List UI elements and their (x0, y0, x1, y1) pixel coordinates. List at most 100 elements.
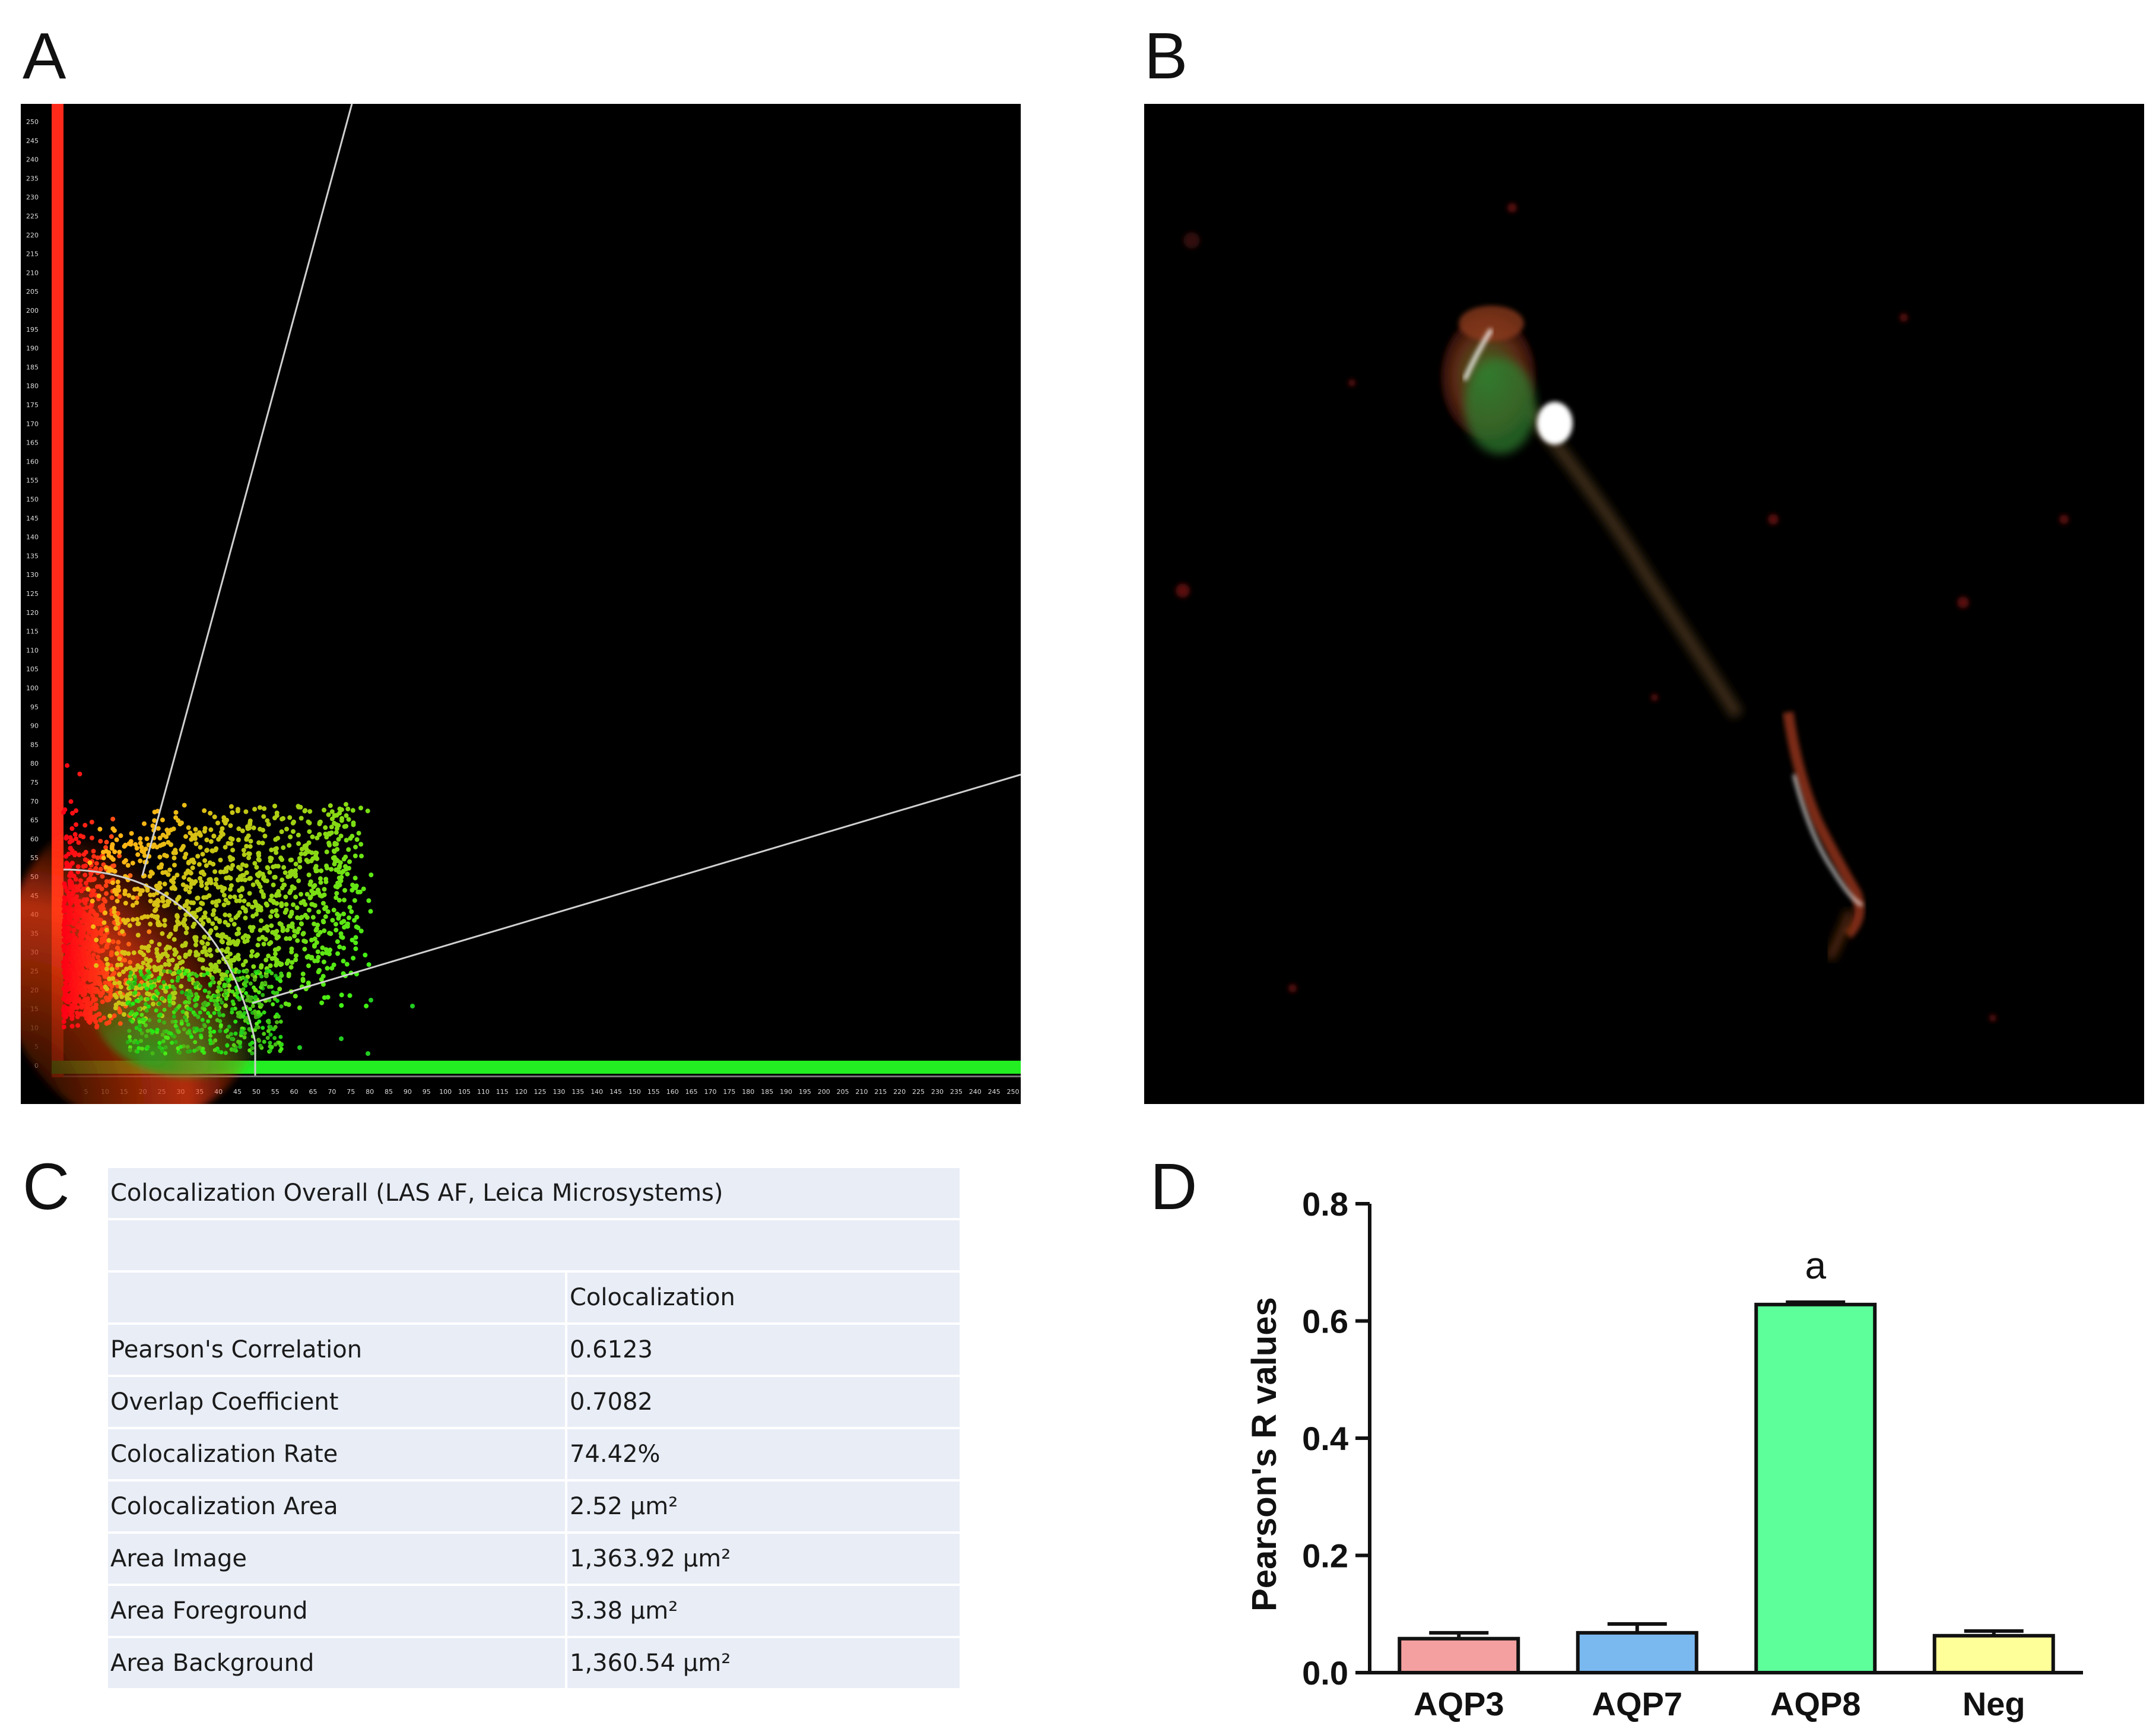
y-tick-label: 0.6 (1302, 1303, 1348, 1340)
sperm-cell (1441, 306, 1865, 961)
row-value: 74.42% (570, 1441, 661, 1468)
x-tick-label: 205 (837, 1088, 849, 1096)
pearson-bar-chart: 0.0 0.2 0.4 0.6 0.8 a AQP3 AQP7 AQP8 Neg Pearso… (1245, 1185, 2083, 1723)
bar-aqp8 (1754, 1302, 1877, 1675)
x-tick-label: 170 (704, 1088, 716, 1096)
y-tick-label: 185 (26, 363, 39, 371)
table-header-row: Colocalization (108, 1273, 960, 1322)
y-tick-label: 70 (30, 798, 39, 805)
y-tick-label: 0.0 (1302, 1654, 1348, 1692)
row-value: 0.7082 (570, 1388, 653, 1416)
column-header: Colocalization (570, 1284, 735, 1311)
y-tick-label: 80 (30, 760, 39, 767)
x-tick-label: 65 (309, 1088, 317, 1096)
x-tick-label: 125 (534, 1088, 547, 1096)
table-blank-row (108, 1220, 960, 1270)
y-tick-label: 75 (30, 779, 39, 786)
x-tick-label: AQP3 (1414, 1685, 1504, 1723)
table-row: Area Foreground 3.38 µm² (108, 1586, 960, 1636)
x-axis-line (52, 1076, 1021, 1077)
y-tick-label: 225 (26, 212, 39, 220)
table-title-row: Colocalization Overall (LAS AF, Leica Mi… (108, 1168, 960, 1218)
x-tick-label: 75 (347, 1088, 355, 1096)
x-tick-label: 110 (477, 1088, 490, 1096)
y-tick-label: 155 (26, 477, 39, 484)
y-tick-label: 60 (30, 835, 39, 843)
row-label: Colocalization Rate (110, 1441, 338, 1468)
y-tick-label: 110 (26, 646, 39, 654)
y-tick-label: 205 (26, 288, 39, 296)
x-tick-label: 200 (818, 1088, 830, 1096)
x-tick-label: 235 (950, 1088, 963, 1096)
table-row: Area Background 1,360.54 µm² (108, 1638, 960, 1688)
table-row: Colocalization Area 2.52 µm² (108, 1482, 960, 1531)
colocalization-scatterplot: 250 245 240 235 230 225 220 215 210 205 200 195 190 1… (3, 103, 1021, 1125)
y-axis-title: Pearson's R values (1245, 1297, 1284, 1612)
x-tick-label: 140 (590, 1088, 603, 1096)
x-tick-label: AQP7 (1592, 1685, 1683, 1723)
x-tick-label: 185 (761, 1088, 773, 1096)
bars: a (1398, 1244, 2055, 1675)
table-title: Colocalization Overall (LAS AF, Leica Mi… (110, 1179, 723, 1207)
x-tick-label: 210 (855, 1088, 868, 1096)
x-tick-label: 225 (912, 1088, 925, 1096)
y-tick-label: 165 (26, 439, 39, 447)
x-tick-label: 195 (799, 1088, 811, 1096)
x-tick-label: 230 (931, 1088, 944, 1096)
x-tick-label: 90 (404, 1088, 412, 1096)
y-tick-label: 65 (30, 817, 39, 824)
x-tick-label: 45 (233, 1088, 242, 1096)
y-tick-label: 90 (30, 722, 39, 730)
x-tick-label: Neg (1963, 1685, 2025, 1723)
x-tick-label: 135 (571, 1088, 584, 1096)
y-tick-label: 120 (26, 609, 39, 617)
x-tick-label: 130 (553, 1088, 565, 1096)
x-tick-label: 70 (328, 1088, 336, 1096)
y-tick-label: 190 (26, 345, 39, 353)
x-tick-label: 165 (685, 1088, 698, 1096)
row-value: 1,363.92 µm² (570, 1545, 731, 1572)
bar-aqp3 (1398, 1636, 1520, 1674)
row-label: Colocalization Area (110, 1493, 338, 1520)
x-tick-label: 115 (496, 1088, 509, 1096)
y-tick-label: 215 (26, 250, 39, 258)
x-tick-label: 215 (874, 1088, 887, 1096)
x-tick-label: 175 (723, 1088, 735, 1096)
y-tick-label: 135 (26, 552, 39, 560)
y-tick-label: 175 (26, 401, 39, 409)
row-label: Area Image (110, 1545, 247, 1572)
row-value: 1,360.54 µm² (570, 1649, 731, 1677)
micrograph-canvas (1176, 203, 2069, 1022)
x-tick-label: 95 (423, 1088, 431, 1096)
x-tick-label: 85 (385, 1088, 393, 1096)
y-tick-label: 125 (26, 590, 39, 598)
y-tick-label: 180 (26, 382, 39, 390)
green-channel-bar (52, 1061, 1021, 1074)
y-tick-label: 85 (30, 741, 39, 748)
y-tick-label: 250 (26, 118, 39, 126)
row-value: 0.6123 (570, 1336, 653, 1363)
y-tick-label: 245 (26, 137, 39, 145)
y-tick-label: 100 (26, 684, 39, 692)
x-tick-label: 120 (515, 1088, 528, 1096)
x-tick-label: 240 (969, 1088, 982, 1096)
y-tick-label: 130 (26, 571, 39, 579)
x-tick-label: 105 (458, 1088, 471, 1096)
y-axis-ticks: 0.0 0.2 0.4 0.6 0.8 (1302, 1185, 1370, 1692)
y-tick-label: 195 (26, 326, 39, 334)
x-tick-label: 145 (609, 1088, 622, 1096)
x-tick-label: 155 (647, 1088, 660, 1096)
x-tick-label: 80 (366, 1088, 374, 1096)
background-specks (1176, 203, 2069, 1022)
x-tick-label: 55 (271, 1088, 280, 1096)
bar-neg (1932, 1633, 2055, 1674)
scatter-points (61, 763, 415, 1056)
x-tick-label: 250 (1007, 1088, 1020, 1096)
y-tick-label: 95 (30, 703, 39, 711)
colocalized-signal-spot (1537, 402, 1573, 445)
x-axis-ticks: 5101520253035404550556065707580859095100… (84, 1088, 1020, 1096)
y-tick-label: 105 (26, 665, 39, 673)
row-label: Pearson's Correlation (110, 1336, 363, 1363)
x-tick-label: 220 (893, 1088, 906, 1096)
x-tick-label: 100 (439, 1088, 452, 1096)
